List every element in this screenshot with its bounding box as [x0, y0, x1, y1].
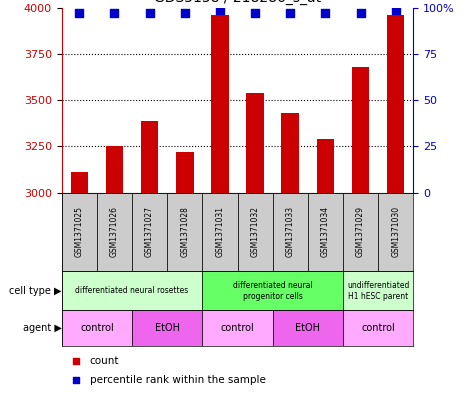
Text: control: control [361, 323, 395, 333]
Text: GSM1371034: GSM1371034 [321, 206, 330, 257]
Text: EtOH: EtOH [155, 323, 180, 333]
Point [111, 10, 118, 17]
Text: control: control [220, 323, 255, 333]
Text: control: control [80, 323, 114, 333]
Bar [343, 271, 413, 310]
Bar [211, 15, 228, 193]
Bar [97, 193, 132, 271]
Bar [105, 146, 124, 193]
Bar [62, 193, 97, 271]
Bar [281, 113, 299, 193]
Bar [308, 193, 343, 271]
Bar [62, 271, 202, 310]
Text: differentiated neural
progenitor cells: differentiated neural progenitor cells [233, 281, 313, 301]
Bar [247, 93, 264, 193]
Bar [316, 139, 334, 193]
Text: GSM1371031: GSM1371031 [216, 206, 224, 257]
Point [72, 358, 80, 364]
Bar [238, 193, 273, 271]
Bar [132, 193, 167, 271]
Bar [167, 193, 202, 271]
Point [181, 10, 189, 17]
Point [322, 10, 329, 17]
Text: EtOH: EtOH [295, 323, 320, 333]
Text: GSM1371027: GSM1371027 [145, 206, 154, 257]
Point [286, 10, 294, 17]
Bar [176, 152, 194, 193]
Bar [141, 121, 158, 193]
Bar [273, 193, 308, 271]
Text: differentiated neural rosettes: differentiated neural rosettes [76, 286, 189, 295]
Bar [343, 193, 378, 271]
Text: undifferentiated
H1 hESC parent: undifferentiated H1 hESC parent [347, 281, 409, 301]
Title: GDS5158 / 218286_s_at: GDS5158 / 218286_s_at [154, 0, 321, 6]
Bar [71, 172, 88, 193]
Point [146, 10, 153, 17]
Bar [202, 193, 238, 271]
Text: percentile rank within the sample: percentile rank within the sample [90, 375, 266, 386]
Point [76, 10, 83, 17]
Text: GSM1371030: GSM1371030 [391, 206, 400, 257]
Text: GSM1371025: GSM1371025 [75, 206, 84, 257]
Bar [352, 67, 369, 193]
Bar [273, 310, 343, 346]
Bar [378, 193, 413, 271]
Point [72, 377, 80, 384]
Bar [132, 310, 202, 346]
Text: GSM1371032: GSM1371032 [251, 206, 259, 257]
Point [251, 10, 259, 17]
Point [392, 7, 399, 13]
Bar [387, 15, 404, 193]
Bar [343, 310, 413, 346]
Text: GSM1371028: GSM1371028 [180, 206, 189, 257]
Text: GSM1371029: GSM1371029 [356, 206, 365, 257]
Text: GSM1371033: GSM1371033 [286, 206, 294, 257]
Text: GSM1371026: GSM1371026 [110, 206, 119, 257]
Text: cell type ▶: cell type ▶ [9, 286, 62, 296]
Point [216, 7, 224, 13]
Bar [202, 271, 343, 310]
Text: agent ▶: agent ▶ [23, 323, 62, 333]
Text: count: count [90, 356, 119, 366]
Bar [202, 310, 273, 346]
Bar [62, 310, 132, 346]
Point [357, 10, 364, 17]
